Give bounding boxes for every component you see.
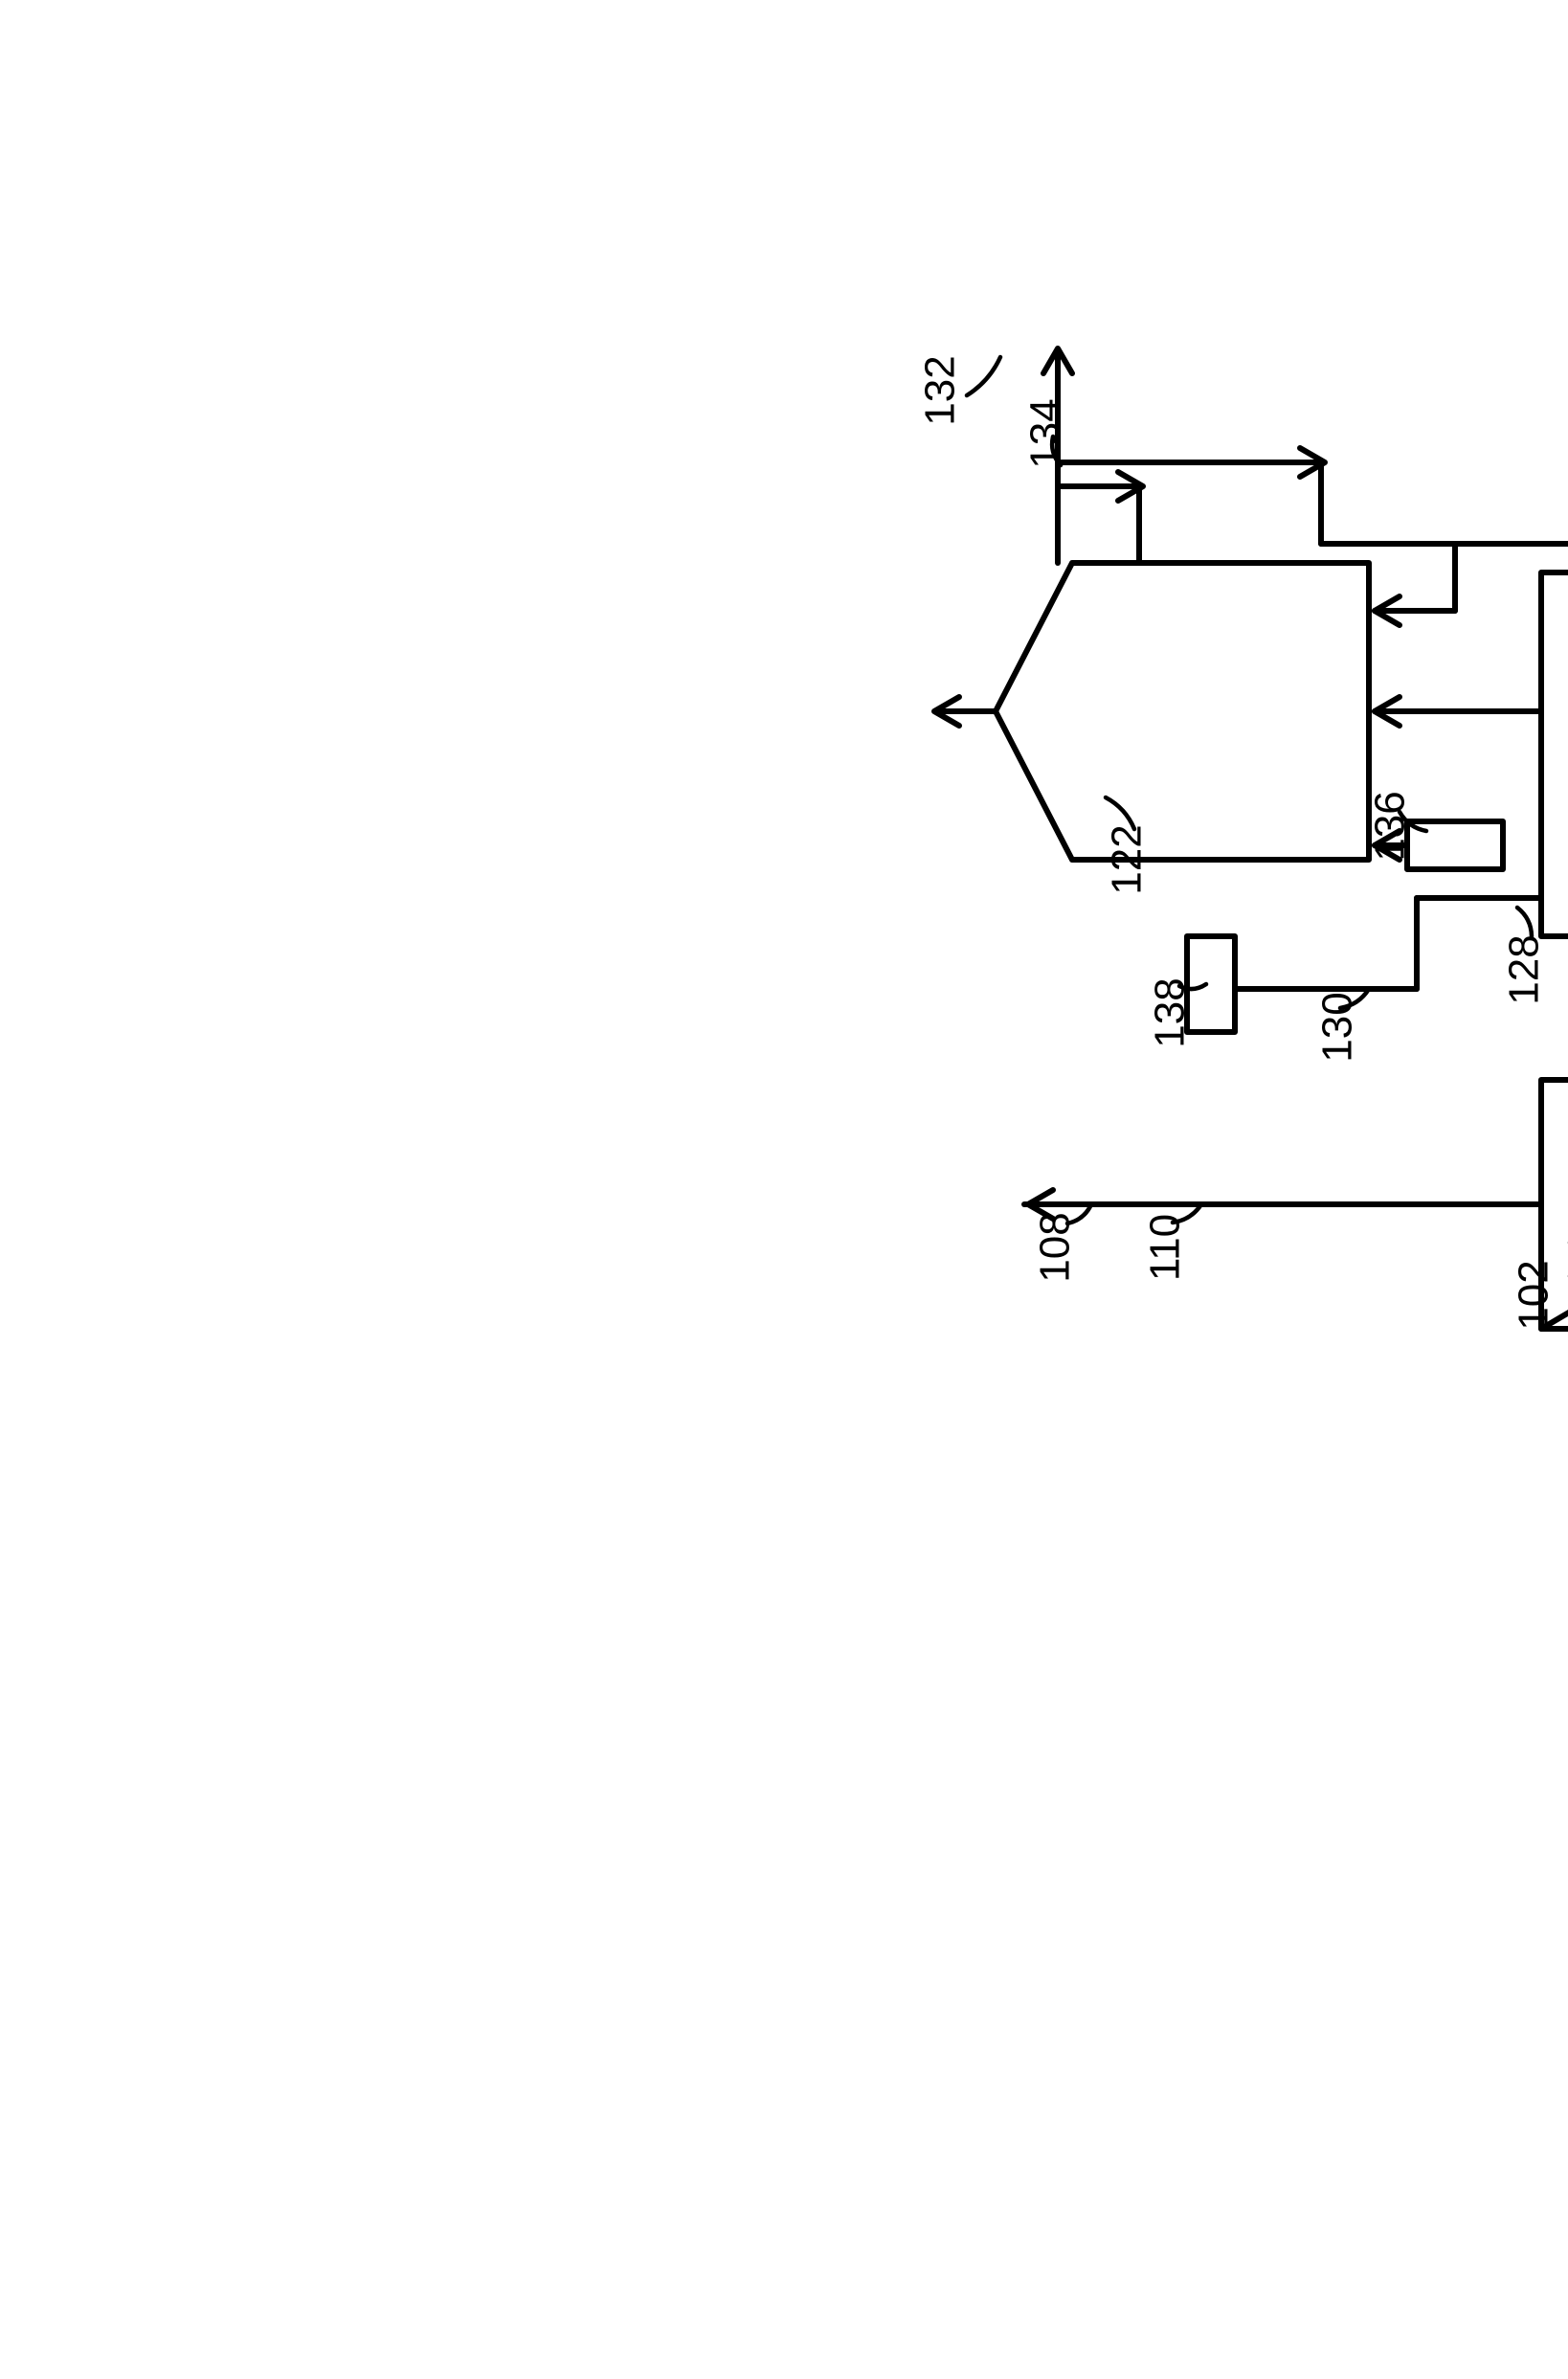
ref-label-108: 108 bbox=[1032, 1212, 1079, 1282]
ref-label-132: 132 bbox=[917, 355, 964, 425]
ref-label-138: 138 bbox=[1147, 977, 1194, 1047]
ref-label-136: 136 bbox=[1367, 791, 1414, 861]
ref-label-110: 110 bbox=[1142, 1214, 1189, 1281]
flow-diagram: 1001021041061081101121141161181201221241… bbox=[0, 0, 1568, 2379]
ref-label-122: 122 bbox=[1104, 824, 1151, 894]
ref-label-102: 102 bbox=[1511, 1260, 1557, 1330]
ref-label-128: 128 bbox=[1501, 934, 1548, 1004]
ref-label-134: 134 bbox=[1022, 398, 1069, 468]
ref-label-130: 130 bbox=[1314, 992, 1361, 1062]
